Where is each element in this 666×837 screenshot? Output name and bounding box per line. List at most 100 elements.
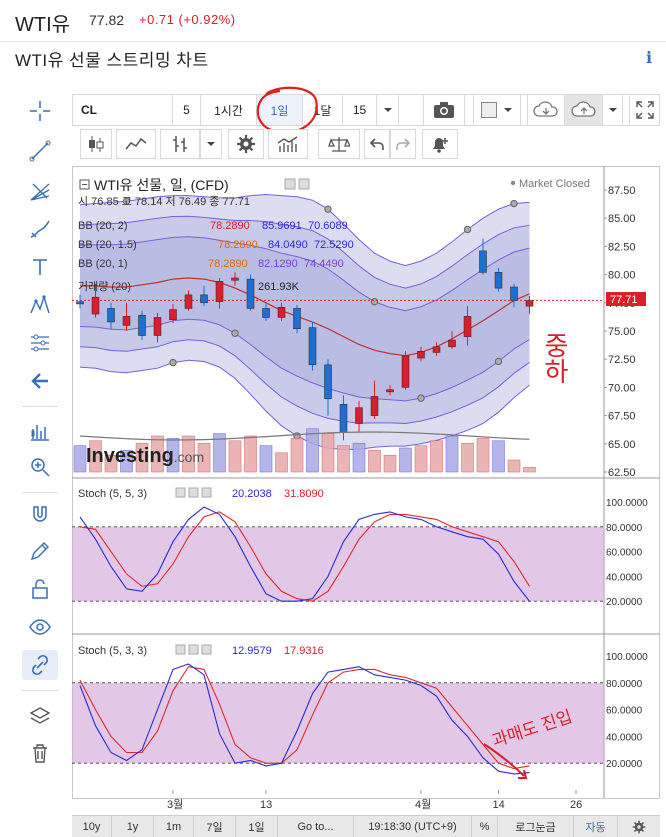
- range-1y[interactable]: 1y: [112, 816, 154, 837]
- volume-bar: [507, 459, 521, 473]
- redo-icon: [396, 138, 411, 150]
- x-axis-label: 14: [493, 799, 505, 811]
- pattern-icon[interactable]: [22, 290, 58, 320]
- layers-icon[interactable]: [22, 702, 58, 732]
- stoch-axis-label: 40.0000: [606, 732, 643, 743]
- stoch1-eye-icon[interactable]: [175, 487, 186, 498]
- magnet-icon[interactable]: [22, 500, 58, 530]
- measure-lines-icon[interactable]: [22, 328, 58, 358]
- volume-value: 261.93K: [258, 281, 300, 293]
- auto-scale-toggle[interactable]: 자동: [574, 816, 618, 837]
- interval-1h[interactable]: 1시간: [201, 95, 257, 125]
- alert-button[interactable]: [422, 129, 458, 159]
- chart-subtitle: WTI유 선물 스트리밍 차트: [15, 51, 209, 70]
- bottom-settings-button[interactable]: [618, 816, 660, 837]
- settings-button[interactable]: [228, 129, 264, 159]
- volume-bar: [337, 445, 350, 473]
- trash-icon[interactable]: [22, 738, 58, 768]
- range-1d[interactable]: 1일: [236, 816, 278, 837]
- stoch-axis-label: 40.0000: [606, 572, 643, 583]
- symbol-input[interactable]: CL: [73, 95, 173, 125]
- interval-5[interactable]: 5: [173, 95, 201, 125]
- cloud-dropdown[interactable]: [603, 95, 623, 125]
- annotation-text-main: 중하: [539, 332, 569, 384]
- range-1m[interactable]: 1m: [154, 816, 194, 837]
- eye-icon[interactable]: [22, 612, 58, 642]
- chart-container[interactable]: 100.0000 80.0000 60.0000 40.0000 20.0000 100…: [72, 166, 660, 816]
- stoch-axis-label: 80.0000: [606, 523, 643, 534]
- link-icon[interactable]: [22, 650, 58, 680]
- chart-type-dropdown[interactable]: [200, 129, 222, 159]
- stoch2-eye-icon[interactable]: [175, 644, 186, 655]
- last-price-value: 77.71: [610, 294, 638, 306]
- cloud-download-icon: [533, 101, 558, 117]
- line-chart-button[interactable]: [116, 129, 156, 159]
- stoch1-close-icon[interactable]: [201, 487, 212, 498]
- cloud-upload-icon: [570, 101, 596, 117]
- volume-bar: [306, 428, 319, 473]
- studies-button[interactable]: [268, 129, 308, 159]
- candle-body: [417, 351, 425, 359]
- range-7d[interactable]: 7일: [194, 816, 236, 837]
- clock-display: 19:18:30 (UTC+9): [354, 816, 472, 837]
- bb-fill-mid: [80, 216, 530, 424]
- interval-dropdown[interactable]: [377, 95, 399, 125]
- trendline-icon[interactable]: [22, 136, 58, 166]
- price-chart[interactable]: 100.0000 80.0000 60.0000 40.0000 20.0000 100…: [72, 166, 660, 816]
- interval-1m[interactable]: 1달: [303, 95, 343, 125]
- instrument-title: WTI유: [15, 14, 71, 36]
- settings-small-icon[interactable]: [298, 178, 310, 190]
- screenshot-button[interactable]: [423, 95, 465, 125]
- range-10y[interactable]: 10y: [72, 816, 112, 837]
- redo-button[interactable]: [390, 129, 416, 159]
- volume-bar: [290, 438, 304, 473]
- chart-style-button[interactable]: [473, 95, 521, 125]
- camera-icon: [434, 102, 454, 118]
- eye-toggle-icon[interactable]: [284, 178, 296, 190]
- arrow-back-icon[interactable]: [22, 366, 58, 396]
- cloud-download-button[interactable]: [527, 95, 565, 125]
- bb-fill-outer: [80, 194, 530, 450]
- text-tool-icon[interactable]: [22, 252, 58, 282]
- candle-body: [184, 294, 193, 309]
- interval-15[interactable]: 15: [343, 95, 377, 125]
- x-axis-label: 4월: [415, 798, 431, 811]
- price-axis-label: 82.50: [608, 241, 636, 253]
- info-icon[interactable]: i: [646, 48, 653, 67]
- unlock-icon[interactable]: [22, 574, 58, 604]
- stoch1-gear-icon[interactable]: [188, 487, 199, 498]
- candle-body: [122, 316, 131, 326]
- price-axis-label: 72.50: [608, 354, 636, 366]
- zoom-in-icon[interactable]: [22, 452, 58, 482]
- gear-icon: [237, 135, 255, 153]
- candle-body: [386, 389, 394, 393]
- stoch-band: [72, 526, 604, 602]
- draw-pencil-icon[interactable]: [22, 536, 58, 566]
- crosshair-icon[interactable]: [22, 96, 58, 126]
- fibonacci-fan-icon[interactable]: [22, 176, 58, 206]
- bar-chart-button[interactable]: [160, 129, 200, 159]
- pivot-marker: [510, 199, 518, 208]
- watermark-main: Investing: [86, 445, 174, 467]
- goto-button[interactable]: Go to...: [278, 816, 354, 837]
- stoch-axis-label: 100.0000: [606, 652, 648, 663]
- percent-toggle[interactable]: %: [472, 816, 498, 837]
- brush-icon[interactable]: [22, 214, 58, 244]
- interval-1d[interactable]: 1일: [257, 95, 303, 125]
- stoch2-close-icon[interactable]: [201, 644, 212, 655]
- pivot-marker: [169, 358, 177, 367]
- stoch2-gear-icon[interactable]: [188, 644, 199, 655]
- volume-bar: [259, 445, 273, 473]
- pivot-marker: [417, 394, 425, 402]
- undo-button[interactable]: [364, 129, 390, 159]
- collapse-icon[interactable]: [79, 179, 90, 190]
- fullscreen-button[interactable]: [629, 95, 660, 125]
- compare-button[interactable]: [318, 129, 360, 159]
- log-scale-toggle[interactable]: 로그눈금: [498, 816, 574, 837]
- candlestick-button[interactable]: [80, 129, 112, 159]
- volume-bar: [275, 452, 288, 473]
- indicators-icon[interactable]: [22, 416, 58, 446]
- candle-body: [138, 314, 146, 336]
- candle-body: [308, 327, 317, 366]
- cloud-upload-button[interactable]: [565, 95, 603, 125]
